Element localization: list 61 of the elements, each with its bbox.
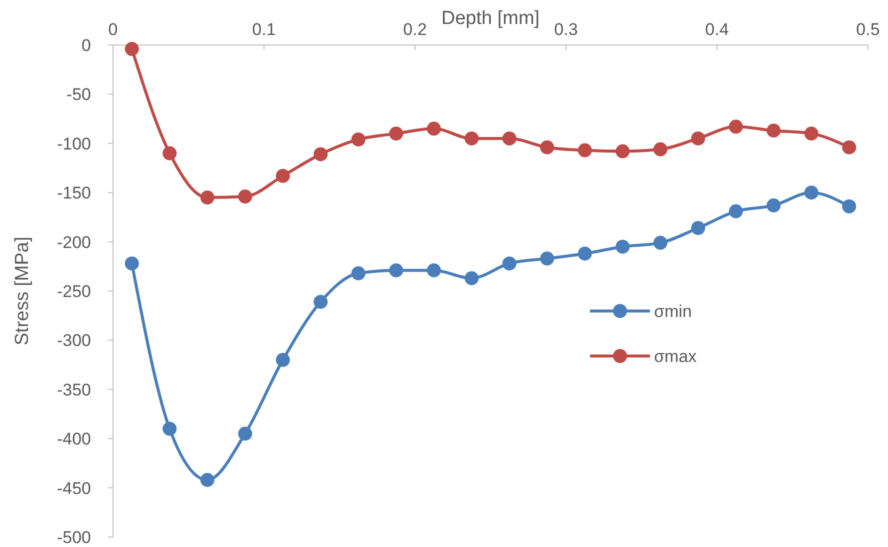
x-tick-label: 0.3 — [554, 20, 578, 39]
point — [162, 146, 177, 160]
point — [502, 131, 516, 146]
point — [766, 124, 781, 138]
y-tick-label: -450 — [56, 478, 91, 498]
y-axis-title: Stress [MPa] — [12, 236, 33, 346]
point — [124, 256, 139, 270]
y-tick-label: -250 — [56, 282, 91, 301]
y-tick-label: -300 — [56, 331, 91, 350]
point — [351, 266, 366, 280]
y-tick-label: -400 — [56, 430, 91, 449]
x-tick-label: 0.1 — [252, 20, 276, 39]
point — [616, 240, 630, 254]
point — [804, 126, 818, 141]
y-tick-label: -200 — [56, 232, 91, 252]
point — [426, 263, 441, 278]
point — [578, 246, 592, 261]
point — [691, 221, 706, 236]
point — [200, 472, 214, 487]
point — [653, 236, 668, 250]
point — [728, 204, 743, 218]
point — [502, 256, 516, 270]
x-tick-label: 0.5 — [856, 20, 880, 39]
x-axis-title: Depth [mm] — [441, 8, 540, 29]
point — [276, 168, 290, 183]
point — [766, 198, 781, 212]
point — [616, 144, 630, 158]
point — [540, 252, 554, 266]
y-tick-label: -500 — [56, 528, 91, 547]
point — [842, 140, 856, 154]
x-tick-label: 0.2 — [403, 20, 427, 39]
point — [238, 190, 252, 204]
point — [276, 352, 290, 367]
point — [578, 143, 592, 158]
y-tick-label: -350 — [56, 380, 91, 400]
x-tick-label: 0.4 — [705, 20, 729, 39]
point — [124, 42, 139, 56]
point — [314, 294, 328, 309]
point — [691, 131, 706, 146]
point — [389, 126, 404, 141]
point — [804, 186, 818, 200]
y-tick-label: -100 — [56, 134, 91, 154]
point — [200, 190, 214, 205]
point — [426, 122, 441, 136]
point — [314, 147, 328, 162]
point — [238, 426, 252, 441]
point — [351, 132, 366, 146]
point — [389, 263, 404, 278]
point — [162, 422, 177, 436]
legend-label: σmax — [654, 346, 698, 366]
point — [464, 271, 479, 286]
point — [653, 142, 668, 156]
y-tick-label: 0 — [82, 36, 91, 55]
point — [728, 120, 743, 134]
point — [842, 199, 856, 214]
y-tick-label: -50 — [66, 85, 91, 104]
legend-label: σmin — [654, 302, 692, 321]
x-tick-label: 0 — [108, 20, 118, 39]
point — [464, 131, 479, 146]
point — [540, 140, 554, 154]
y-tick-label: -150 — [56, 184, 91, 203]
